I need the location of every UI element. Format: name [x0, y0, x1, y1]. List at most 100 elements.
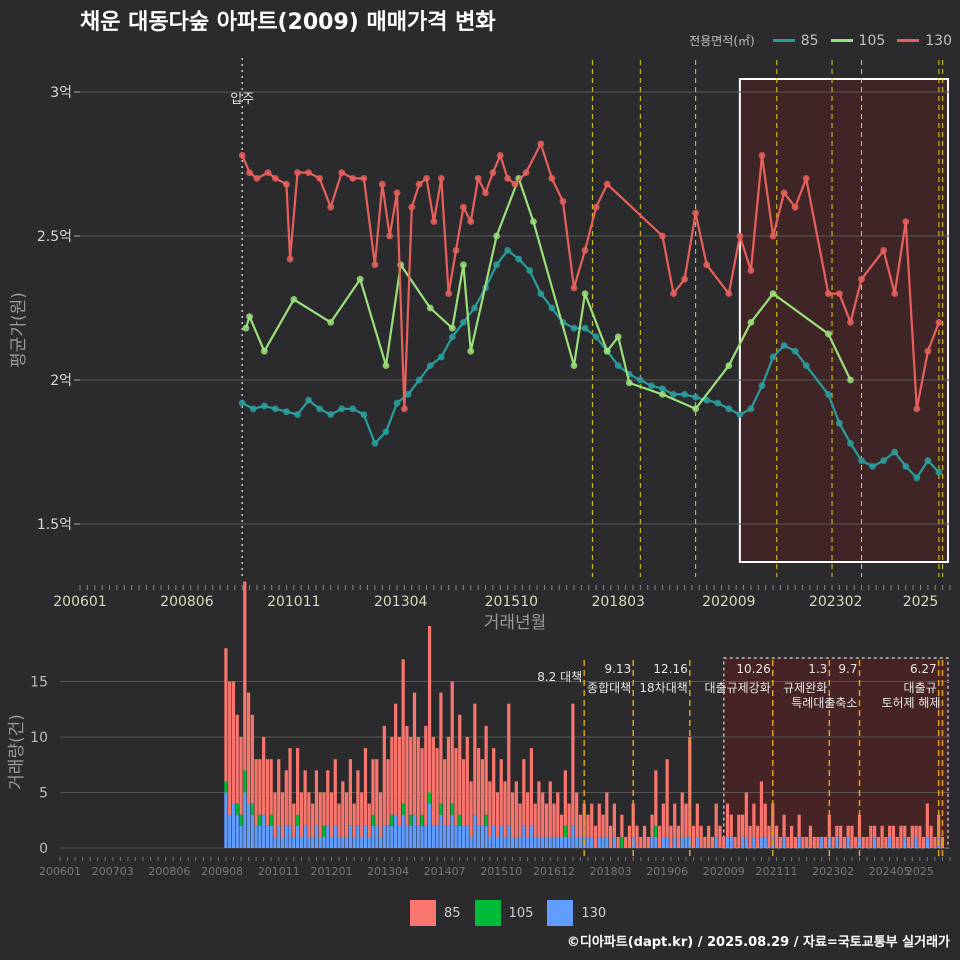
data-point-85: [515, 255, 523, 263]
volume-bar-85: [559, 814, 564, 837]
data-point-85: [404, 391, 412, 398]
volume-bar-85: [329, 792, 334, 837]
volume-bar-130: [348, 825, 352, 848]
volume-bar-130: [454, 825, 458, 848]
data-point-85: [360, 411, 368, 418]
volume-bar-85: [590, 803, 594, 837]
volume-bar-85: [394, 703, 398, 815]
volume-bar-85: [899, 825, 903, 848]
volume-bar-130: [246, 803, 251, 848]
volume-bar-130: [269, 825, 273, 848]
volume-bar-85: [224, 648, 228, 782]
data-point-85: [448, 333, 456, 341]
x-tick-label: 201304: [374, 594, 428, 610]
volume-bar-85: [691, 825, 696, 848]
data-point-130: [522, 169, 530, 177]
volume-bar-130: [318, 836, 322, 848]
data-point-85: [670, 391, 677, 398]
volume-bar-130: [488, 836, 492, 848]
volume-bar-85: [872, 825, 877, 837]
volume-bar-85: [756, 825, 760, 848]
data-point-130: [271, 175, 279, 182]
volume-bar-105: [450, 803, 454, 815]
legend-title: 전용면적(㎡): [689, 34, 755, 48]
volume-bar-130: [295, 825, 300, 848]
data-point-130: [467, 218, 475, 226]
page-title: 채운 대동다숲 아파트(2009) 매매가격 변화: [80, 10, 496, 35]
volume-legend-swatch-85: [410, 900, 436, 926]
volume-bar-85: [401, 659, 405, 804]
volume-y-axis-title: 거래량(건): [7, 714, 27, 790]
data-point-130: [423, 175, 430, 182]
volume-bar-85: [514, 781, 518, 837]
volume-bar-85: [382, 725, 386, 826]
data-point-85: [305, 396, 312, 404]
data-point-130: [401, 405, 408, 413]
data-point-85: [758, 382, 766, 390]
volume-bar-85: [639, 836, 643, 848]
data-point-130: [246, 169, 253, 177]
volume-bar-85: [846, 825, 850, 837]
volume-bar-85: [371, 759, 375, 815]
volume-bar-85: [356, 770, 360, 826]
volume-bar-85: [835, 825, 839, 837]
volume-bar-85: [884, 836, 888, 848]
data-point-85: [659, 385, 666, 393]
volume-bar-130: [239, 825, 243, 848]
data-point-105: [356, 275, 364, 283]
volume-bar-85: [710, 836, 715, 848]
data-point-85: [924, 457, 932, 465]
volume-bar-85: [616, 836, 620, 848]
volume-bar-85: [676, 825, 681, 848]
volume-bar-130: [548, 836, 552, 848]
volume-bar-85: [865, 836, 869, 848]
volume-bar-130: [378, 836, 383, 848]
data-point-105: [448, 324, 456, 332]
volume-bar-85: [246, 692, 251, 804]
volume-bar-130: [782, 836, 786, 848]
volume-bar-130: [507, 825, 511, 848]
volume-bar-85: [454, 748, 458, 826]
volume-bar-130: [254, 825, 258, 848]
volume-bar-130: [925, 836, 929, 848]
data-point-85: [249, 405, 257, 413]
data-point-85: [471, 304, 478, 312]
legend-swatch-105: [830, 39, 853, 42]
volume-bar-130: [367, 836, 371, 848]
data-point-105: [659, 391, 666, 398]
data-point-85: [459, 319, 467, 326]
volume-bar-85: [258, 759, 262, 815]
volume-bar-105: [295, 814, 300, 826]
data-point-130: [371, 261, 379, 269]
data-point-130: [725, 290, 733, 297]
volume-bar-85: [409, 737, 413, 815]
volume-bar-130: [695, 836, 699, 848]
volume-legend-item-85: 85: [410, 900, 461, 926]
volume-bar-130: [307, 836, 311, 848]
volume-bar-85: [839, 825, 843, 848]
volume-bar-130: [518, 836, 522, 848]
volume-bar-130: [446, 825, 451, 848]
volume-bar-85: [823, 836, 828, 848]
volume-bar-85: [684, 803, 688, 837]
data-point-105: [246, 313, 253, 321]
volume-bar-105: [258, 814, 262, 826]
volume-bar-85: [476, 748, 481, 826]
volume-bar-85: [695, 803, 699, 837]
volume-bar-85: [918, 825, 922, 848]
volume-bar-130: [333, 825, 337, 848]
volume-x-tick-label: 201304: [367, 865, 409, 878]
volume-bar-85: [552, 803, 556, 837]
volume-bar-85: [831, 836, 835, 848]
volume-bar-85: [801, 836, 805, 848]
data-point-130: [378, 180, 386, 188]
data-point-85: [526, 267, 534, 274]
volume-bar-85: [703, 836, 707, 848]
volume-bar-130: [235, 814, 239, 848]
volume-bar-130: [654, 836, 658, 848]
data-point-130: [924, 347, 932, 355]
volume-bar-85: [431, 737, 435, 826]
volume-bar-85: [295, 748, 300, 815]
volume-bar-130: [311, 836, 315, 848]
volume-bar-85: [250, 714, 254, 804]
